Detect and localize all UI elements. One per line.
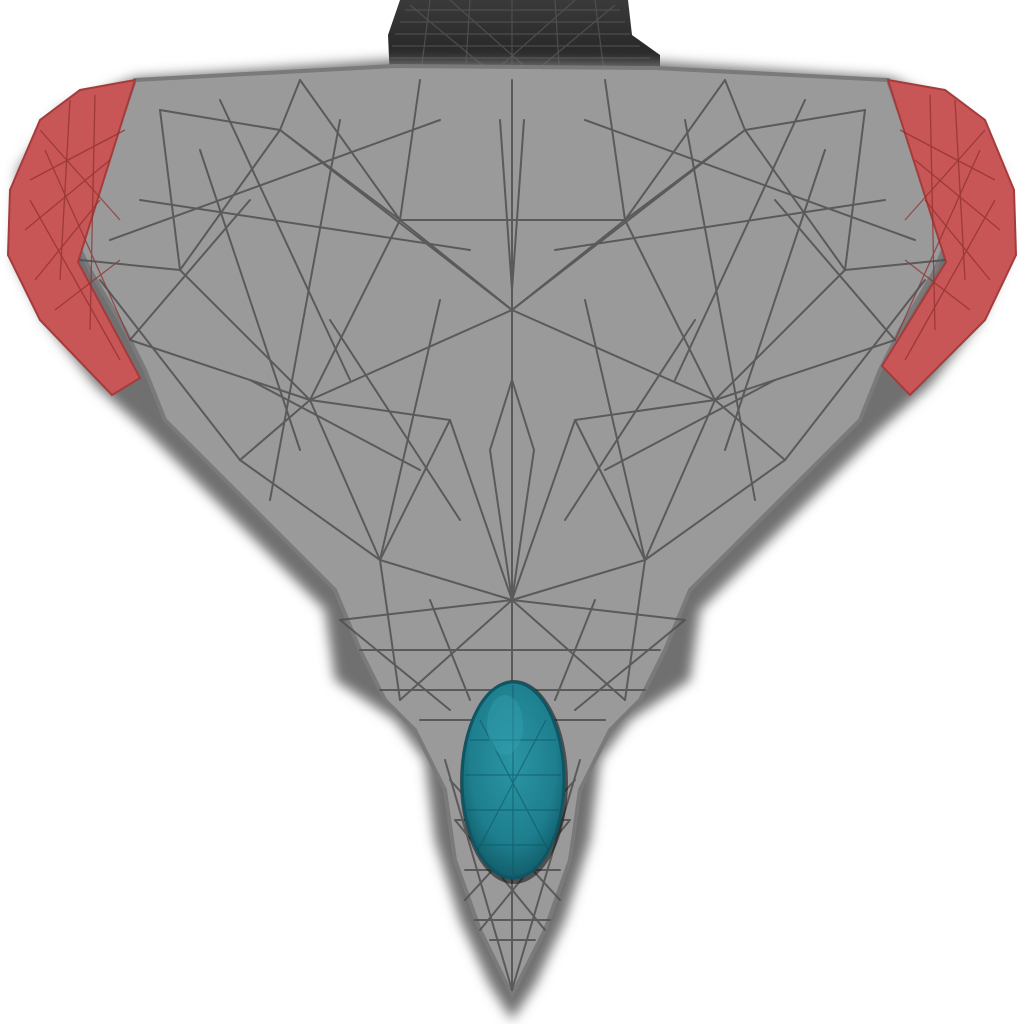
left-wingtip: [6, 78, 142, 397]
right-wingtip-mesh: [894, 94, 1001, 361]
cockpit-highlight: [487, 695, 523, 755]
left-wingtip-mesh: [24, 94, 131, 361]
cockpit: [460, 680, 568, 884]
right-wingtip: [880, 78, 1018, 397]
cockpit-mesh: [465, 685, 561, 875]
engine-housing: [388, 0, 660, 80]
